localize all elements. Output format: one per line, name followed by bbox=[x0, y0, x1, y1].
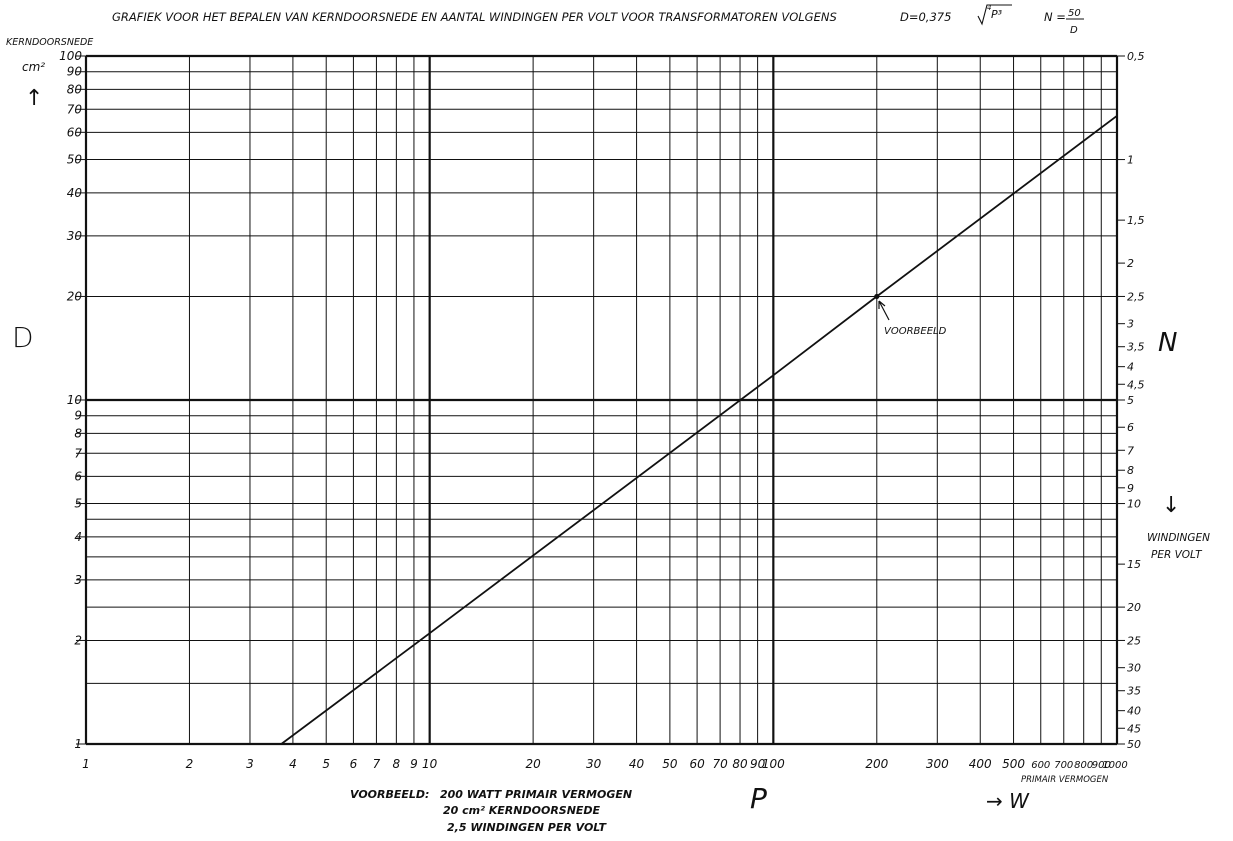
bottom-axis-arrow-label: → W bbox=[986, 789, 1030, 813]
root-sign bbox=[977, 4, 1012, 26]
x-tick-label: 900 bbox=[1092, 760, 1111, 771]
n-tick-label: 7 bbox=[1127, 444, 1134, 457]
x-tick-label: 300 bbox=[926, 757, 949, 771]
example-point bbox=[874, 293, 880, 300]
right-axis-symbol: N bbox=[1158, 328, 1177, 358]
bottom-axis-sub-label: PRIMAIR VERMOGEN bbox=[1021, 775, 1109, 785]
left-axis-title: KERNDOORSNEDE bbox=[6, 37, 93, 48]
formula-d-radicand: P³ bbox=[991, 8, 1003, 21]
up-arrow-icon: ↑ bbox=[25, 86, 43, 111]
example-line2: 20 cm² KERNDOORSNEDE bbox=[443, 804, 601, 817]
y-tick-label: 70 bbox=[67, 102, 83, 116]
y-tick-label: 90 bbox=[67, 65, 83, 79]
n-tick-label: 25 bbox=[1127, 634, 1141, 647]
n-tick-label: 1,5 bbox=[1127, 214, 1145, 227]
x-tick-label: 2 bbox=[186, 757, 194, 771]
x-tick-label: 800 bbox=[1074, 760, 1093, 771]
y-tick-label: 60 bbox=[67, 125, 83, 139]
grid-lines bbox=[84, 54, 1119, 746]
x-tick-label: 200 bbox=[865, 757, 888, 771]
x-tick-label: 1 bbox=[82, 757, 90, 771]
x-tick-label: 6 bbox=[350, 757, 358, 771]
left-axis-symbol: D bbox=[12, 321, 34, 354]
n-tick-label: 30 bbox=[1127, 662, 1141, 675]
x-tick-label: 3 bbox=[246, 757, 254, 771]
n-tick-label: 4,5 bbox=[1127, 378, 1145, 391]
n-tick-label: 2,5 bbox=[1127, 290, 1145, 303]
x-tick-label: 1000 bbox=[1102, 760, 1127, 771]
n-tick-label: 35 bbox=[1127, 685, 1141, 698]
y-tick-label: 30 bbox=[67, 229, 83, 243]
n-tick-label: 10 bbox=[1127, 498, 1141, 511]
x-tick-label: 5 bbox=[322, 757, 330, 771]
formula-n-prefix: N = bbox=[1044, 10, 1066, 24]
y-tick-label: 40 bbox=[67, 186, 83, 200]
y-tick-label: 80 bbox=[67, 82, 83, 96]
n-tick-label: 6 bbox=[1127, 421, 1134, 434]
x-tick-label: 60 bbox=[689, 757, 705, 771]
x-tick-label: 30 bbox=[586, 757, 602, 771]
formula-d: D=0,375 bbox=[900, 10, 951, 24]
n-tick-label: 1 bbox=[1127, 154, 1134, 167]
example-line1: 200 WATT PRIMAIR VERMOGEN bbox=[440, 788, 632, 801]
x-tick-label: 80 bbox=[732, 757, 748, 771]
bottom-axis-symbol: P bbox=[750, 782, 767, 815]
n-tick-label: 5 bbox=[1127, 394, 1134, 407]
n-tick-label: 9 bbox=[1127, 482, 1134, 495]
x-tick-label: 100 bbox=[762, 757, 785, 771]
x-tick-label: 9 bbox=[410, 757, 418, 771]
series-line bbox=[280, 115, 1118, 745]
x-tick-label: 8 bbox=[393, 757, 401, 771]
formula-n-denominator: D bbox=[1070, 25, 1078, 36]
x-tick-label: 90 bbox=[750, 757, 766, 771]
chart-title: GRAFIEK VOOR HET BEPALEN VAN KERNDOORSNE… bbox=[112, 10, 837, 24]
left-axis-unit: cm² bbox=[22, 60, 45, 74]
down-arrow-icon: ↓ bbox=[1162, 493, 1180, 518]
right-axis-title-line2: PER VOLT bbox=[1151, 549, 1203, 561]
x-tick-label: 500 bbox=[1002, 757, 1025, 771]
right-axis-title-line1: WINDINGEN bbox=[1147, 532, 1210, 544]
x-tick-label: 70 bbox=[712, 757, 728, 771]
formula-n-numerator: 50 bbox=[1068, 8, 1081, 19]
x-tick-label: 10 bbox=[422, 757, 438, 771]
x-tick-label: 7 bbox=[373, 757, 381, 771]
n-tick-label: 2 bbox=[1127, 257, 1134, 270]
n-tick-label: 8 bbox=[1127, 464, 1134, 477]
y-tick-label: 10 bbox=[67, 393, 83, 407]
n-tick-label: 20 bbox=[1127, 601, 1141, 614]
n-tick-label: 15 bbox=[1127, 558, 1141, 571]
n-tick-label: 3,5 bbox=[1127, 341, 1145, 354]
n-tick-label: 50 bbox=[1127, 738, 1141, 751]
n-tick-label: 3 bbox=[1127, 318, 1134, 331]
y-tick-label: 20 bbox=[67, 289, 83, 303]
y-tick-label: 50 bbox=[67, 153, 83, 167]
x-tick-label: 50 bbox=[662, 757, 678, 771]
x-tick-label: 700 bbox=[1054, 760, 1073, 771]
example-marker-label: VOORBEELD bbox=[884, 326, 947, 337]
example-line3: 2,5 WINDINGEN PER VOLT bbox=[447, 821, 607, 834]
y-tick-label: 100 bbox=[59, 49, 82, 63]
x-tick-label: 4 bbox=[289, 757, 297, 771]
formula-d-root-index: 4 bbox=[987, 4, 991, 12]
n-tick-label: 0,5 bbox=[1127, 50, 1145, 63]
example-marker-arrow bbox=[878, 300, 890, 321]
example-label: VOORBEELD: bbox=[350, 788, 429, 801]
series-layer bbox=[280, 115, 1118, 745]
x-tick-label: 40 bbox=[629, 757, 645, 771]
x-tick-label: 600 bbox=[1031, 760, 1050, 771]
x-tick-label: 400 bbox=[969, 757, 992, 771]
n-tick-label: 45 bbox=[1127, 722, 1141, 735]
x-tick-label: 20 bbox=[525, 757, 541, 771]
n-tick-label: 40 bbox=[1127, 705, 1141, 718]
n-tick-label: 4 bbox=[1127, 361, 1134, 374]
